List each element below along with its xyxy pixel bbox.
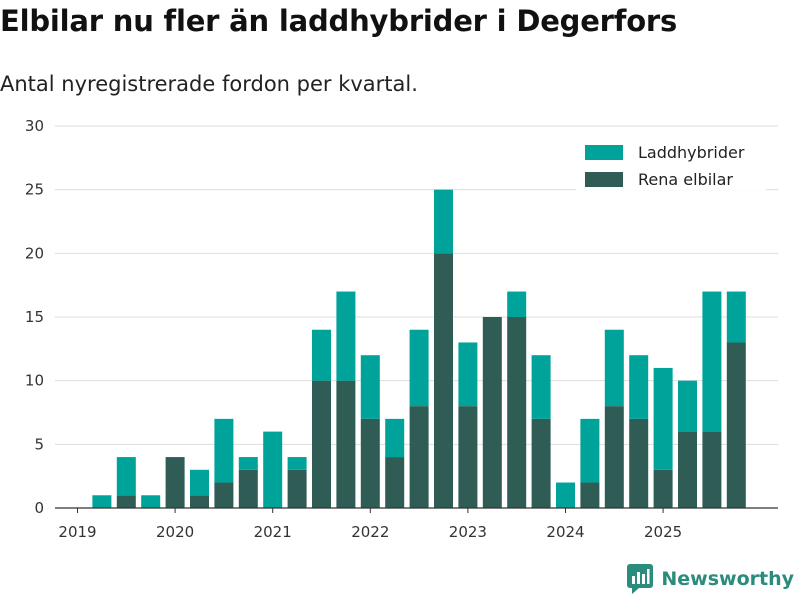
bar-rena-elbilar [214, 482, 234, 508]
bar-laddhybrider [629, 355, 649, 419]
bar-rena-elbilar [629, 418, 649, 508]
bar-rena-elbilar [360, 418, 380, 508]
y-tick-label: 30 [25, 117, 44, 135]
bar-rena-elbilar [312, 380, 331, 508]
legend: Laddhybrider Rena elbilar [576, 138, 766, 190]
bar-rena-elbilar [458, 406, 478, 508]
bar-rena-elbilar [409, 406, 429, 508]
bar-rena-elbilar [116, 495, 136, 508]
y-tick-label: 10 [25, 372, 44, 390]
bar-laddhybrider [238, 457, 258, 470]
bar-rena-elbilar [336, 380, 356, 508]
bar-rena-elbilar [238, 469, 258, 508]
x-tick-label: 2022 [351, 523, 389, 541]
y-tick-label: 15 [25, 308, 44, 326]
bar-rena-elbilar [507, 317, 527, 508]
bar-laddhybrider [556, 482, 575, 508]
bar-laddhybrider [92, 495, 112, 508]
legend-swatch-rena_elbilar [585, 172, 623, 187]
bar-rena-elbilar [434, 253, 453, 508]
bar-laddhybrider [507, 291, 527, 317]
x-tick-label: 2020 [156, 523, 194, 541]
bar-rena-elbilar [385, 457, 405, 508]
bar-laddhybrider [458, 342, 478, 407]
bar-laddhybrider [312, 329, 331, 381]
bar-rena-elbilar [580, 482, 600, 508]
bar-rena-elbilar [702, 431, 722, 508]
x-tick-label: 2021 [254, 523, 292, 541]
bar-laddhybrider [702, 291, 722, 432]
bar-laddhybrider [214, 418, 234, 483]
bar-laddhybrider [726, 291, 746, 343]
bar-rena-elbilar [604, 406, 624, 508]
bar-laddhybrider [190, 469, 209, 496]
chart-title: Elbilar nu fler än laddhybrider i Degerf… [0, 4, 678, 38]
bar-rena-elbilar [165, 457, 185, 508]
bars [92, 189, 746, 508]
legend-swatch-laddhybrider [585, 145, 623, 160]
y-tick-label: 20 [25, 244, 44, 262]
legend-label-laddhybrider: Laddhybrider [638, 143, 745, 162]
brand-logo[interactable]: Newsworthy [627, 564, 794, 594]
y-tick-label: 5 [34, 435, 44, 453]
bar-rena-elbilar [531, 418, 551, 508]
bar-rena-elbilar [482, 317, 502, 508]
bar-laddhybrider [263, 431, 283, 508]
bar-laddhybrider [580, 418, 600, 483]
bar-laddhybrider [287, 457, 307, 470]
bar-laddhybrider [360, 355, 380, 419]
bar-laddhybrider [678, 380, 697, 432]
bar-laddhybrider [336, 291, 356, 381]
x-tick-label: 2023 [449, 523, 487, 541]
x-tick-label: 2024 [546, 523, 584, 541]
bar-rena-elbilar [726, 342, 746, 508]
bar-rena-elbilar [678, 431, 697, 508]
bar-laddhybrider [385, 418, 405, 458]
bar-laddhybrider [531, 355, 551, 419]
newsworthy-logo-icon [627, 564, 654, 594]
bar-laddhybrider [604, 329, 624, 407]
x-tick-label: 2025 [644, 523, 682, 541]
bar-laddhybrider [653, 367, 673, 470]
bar-laddhybrider [141, 495, 161, 508]
bar-laddhybrider [116, 457, 136, 496]
legend-label-rena_elbilar: Rena elbilar [638, 170, 733, 189]
bar-rena-elbilar [287, 469, 307, 508]
bar-rena-elbilar [190, 495, 209, 508]
bar-laddhybrider [409, 329, 429, 407]
bar-laddhybrider [434, 189, 453, 254]
bar-rena-elbilar [653, 469, 673, 508]
y-tick-label: 25 [25, 181, 44, 199]
x-tick-label: 2019 [58, 523, 96, 541]
chart-subtitle: Antal nyregistrerade fordon per kvartal. [0, 72, 418, 96]
y-tick-label: 0 [34, 499, 44, 517]
brand-name: Newsworthy [661, 568, 794, 590]
